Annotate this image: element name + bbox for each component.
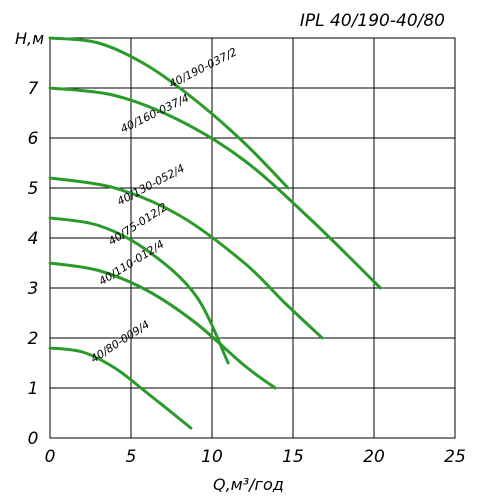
y-tick-label: 4 xyxy=(28,229,39,249)
y-tick-label: 1 xyxy=(28,379,39,399)
y-axis-label: H,м xyxy=(15,29,44,48)
curve-40/110-012/4 xyxy=(48,261,277,390)
y-tick-label: 5 xyxy=(28,179,39,199)
y-tick-label: 7 xyxy=(28,79,39,99)
x-tick-label: 15 xyxy=(282,447,304,467)
x-axis-label: Q,м³/год xyxy=(213,475,284,494)
grid xyxy=(49,37,456,439)
curve-label: 40/110-012/4 xyxy=(97,238,167,288)
x-tick-label: 25 xyxy=(444,447,466,467)
curve-40/75-012/2 xyxy=(48,216,230,365)
x-tick-label: 5 xyxy=(126,447,137,467)
x-tick-label: 0 xyxy=(45,447,56,467)
curve-40/130-052/4 xyxy=(48,176,324,340)
chart-title: IPL 40/190-40/80 xyxy=(300,11,445,31)
curve-40/160-037/4 xyxy=(48,86,382,290)
y-tick-label: 0 xyxy=(28,429,39,449)
x-tick-label: 20 xyxy=(363,447,385,467)
curve-40/80-009/4 xyxy=(48,346,193,430)
curve-label: 40/190-037/2 xyxy=(167,45,239,90)
curve-40/190-037/2 xyxy=(48,36,290,190)
y-tick-label: 3 xyxy=(28,279,39,299)
pump-curves xyxy=(48,36,382,430)
x-tick-label: 10 xyxy=(201,447,223,467)
axis-ticks: 0 5 10 15 20 25 0 1 2 3 4 5 6 7 xyxy=(28,79,466,467)
curve-label: 40/80-009/4 xyxy=(88,318,152,366)
y-tick-label: 2 xyxy=(28,329,39,349)
curve-label: 40/160-037/4 xyxy=(119,91,192,135)
y-tick-label: 6 xyxy=(28,129,39,149)
